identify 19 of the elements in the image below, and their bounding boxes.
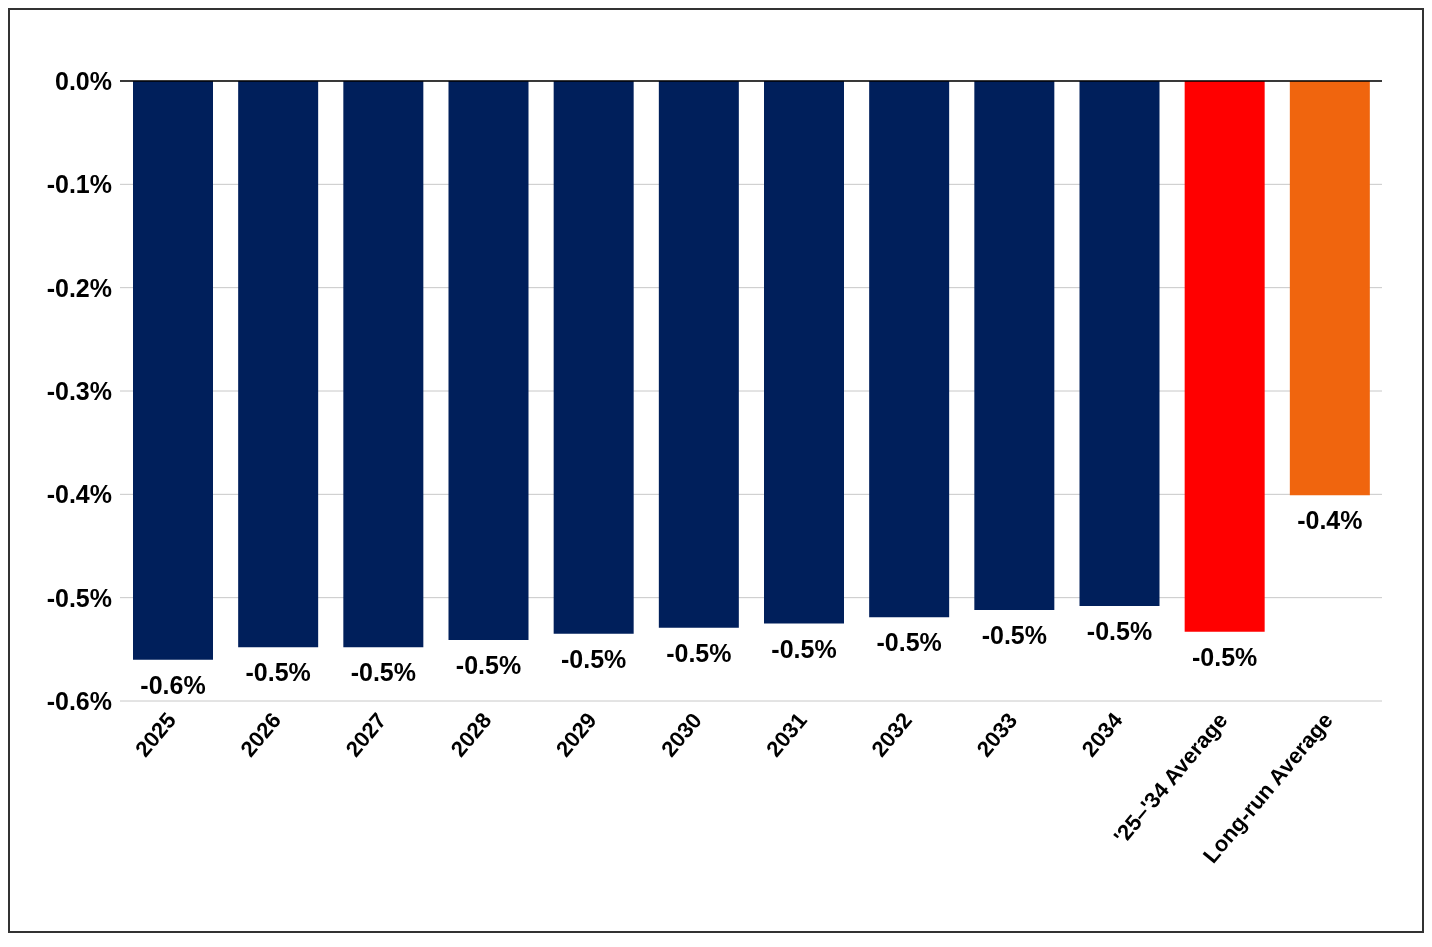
data-label: -0.5% xyxy=(771,634,837,663)
y-tick-label: -0.1% xyxy=(46,170,112,199)
data-label: -0.5% xyxy=(666,638,732,667)
data-label: -0.5% xyxy=(561,644,627,673)
data-label: -0.5% xyxy=(455,651,522,680)
y-tick-label: 0.0% xyxy=(55,66,112,95)
y-tick-label: -0.5% xyxy=(46,583,112,612)
data-label: -0.5% xyxy=(1086,616,1153,645)
data-label: -0.5% xyxy=(245,658,311,687)
y-tick-label: -0.3% xyxy=(46,376,112,405)
data-label: -0.4% xyxy=(1297,506,1363,535)
data-label: -0.5% xyxy=(981,621,1047,650)
data-label: -0.6% xyxy=(140,670,206,699)
y-tick-label: -0.2% xyxy=(46,273,112,302)
y-tick-label: -0.6% xyxy=(46,686,112,715)
y-tick-label: -0.4% xyxy=(46,480,112,509)
data-label: -0.5% xyxy=(1192,642,1258,671)
data-label: -0.5% xyxy=(876,628,942,657)
data-label: -0.5% xyxy=(350,658,416,687)
